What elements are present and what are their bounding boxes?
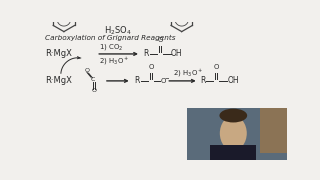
- Text: R: R: [144, 50, 149, 59]
- Text: O: O: [92, 88, 96, 93]
- Text: O: O: [84, 68, 90, 73]
- Text: OH: OH: [227, 76, 239, 85]
- Bar: [187, 108, 287, 160]
- Bar: [210, 145, 256, 160]
- Ellipse shape: [220, 116, 247, 151]
- Text: 2) H$_3$O$^+$: 2) H$_3$O$^+$: [99, 55, 129, 67]
- Ellipse shape: [220, 109, 247, 122]
- Text: R: R: [134, 76, 140, 85]
- Text: 1) CO$_2$: 1) CO$_2$: [99, 42, 123, 52]
- Text: O: O: [148, 64, 154, 70]
- Text: Carboxylation of Grignard Reagents: Carboxylation of Grignard Reagents: [45, 35, 175, 41]
- Text: R·MgX: R·MgX: [45, 76, 72, 85]
- Text: −: −: [165, 75, 169, 80]
- Bar: [260, 108, 287, 152]
- Text: 2) H$_3$O$^+$: 2) H$_3$O$^+$: [173, 68, 204, 79]
- Text: O: O: [214, 64, 219, 70]
- Text: H$_2$SO$_4$: H$_2$SO$_4$: [104, 25, 132, 37]
- Text: O: O: [160, 78, 165, 84]
- Text: OH: OH: [171, 50, 182, 59]
- Text: C: C: [91, 77, 95, 82]
- Text: R: R: [200, 76, 205, 85]
- Text: O: O: [157, 37, 163, 43]
- Text: R·MgX: R·MgX: [45, 50, 72, 59]
